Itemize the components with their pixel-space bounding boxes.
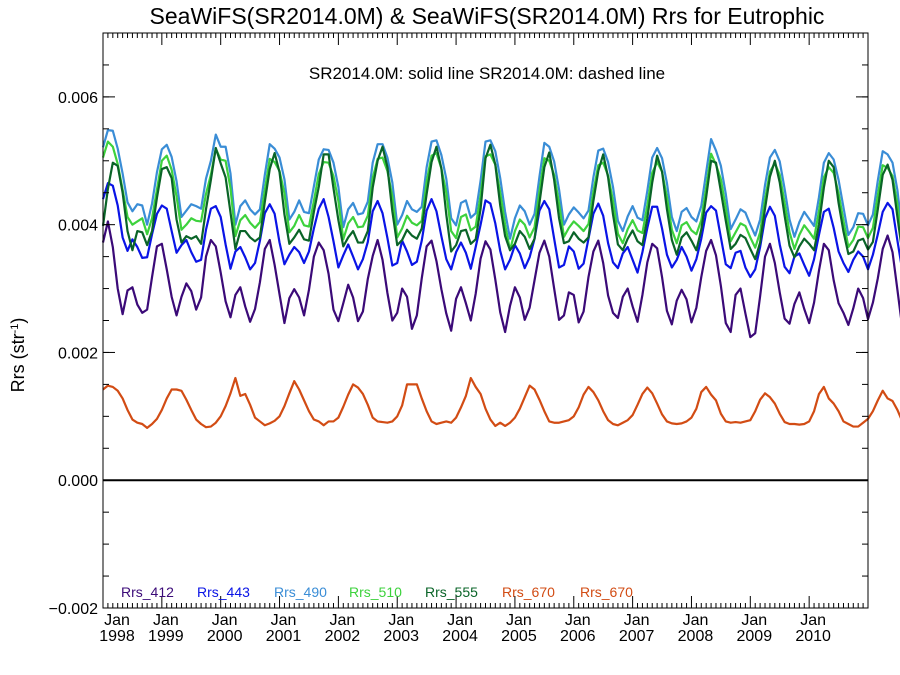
- x-tick-month-label: Jan: [565, 612, 591, 629]
- legend-entry-rrs-412: Rrs_412: [121, 584, 174, 600]
- x-tick-month-label: Jan: [683, 612, 709, 629]
- x-tick-year-label: 2003: [383, 628, 419, 645]
- legend-entry-rrs-555: Rrs_555: [425, 584, 478, 600]
- x-tick-month-label: Jan: [212, 612, 238, 629]
- x-tick-year-label: 1999: [148, 628, 184, 645]
- legend-entry-rrs-443: Rrs_443: [197, 584, 250, 600]
- x-tick-month-label: Jan: [271, 612, 297, 629]
- x-tick-month-label: Jan: [329, 612, 355, 629]
- x-tick-year-label: 2005: [501, 628, 537, 645]
- series-line-rrs-412-0: [101, 220, 900, 339]
- y-tick-label: 0.006: [58, 90, 98, 107]
- x-tick-year-label: 2009: [737, 628, 773, 645]
- x-tick-month-label: Jan: [153, 612, 179, 629]
- legend-entry-rrs-670: Rrs_670: [502, 584, 555, 600]
- y-axis-label-main: Rrs (str: [8, 333, 28, 392]
- plot-frame: [102, 32, 869, 609]
- y-axis-label-close: ): [8, 318, 28, 324]
- x-tick-month-label: Jan: [800, 612, 826, 629]
- legend-entry-rrs-670: Rrs_670: [580, 584, 633, 600]
- series-line-rrs-490-2: [101, 129, 900, 240]
- x-tick-month-label: Jan: [447, 612, 473, 629]
- y-axis-label: Rrs (str-1): [8, 318, 28, 393]
- x-tick-year-label: 1998: [99, 628, 135, 645]
- legend-entry-rrs-510: Rrs_510: [349, 584, 402, 600]
- x-tick-month-label: Jan: [388, 612, 414, 629]
- legend-entry-rrs-490: Rrs_490: [274, 584, 327, 600]
- axes-layer: −0.0020.0000.0020.0040.006Jan1998Jan1999…: [49, 32, 869, 645]
- chart-title: SeaWiFS(SR2014.0M) & SeaWiFS(SR2014.0M) …: [150, 3, 825, 29]
- y-axis-label-sup: -1: [9, 324, 21, 334]
- x-tick-month-label: Jan: [624, 612, 650, 629]
- y-tick-label: 0.002: [58, 345, 98, 362]
- x-tick-year-label: 2000: [207, 628, 243, 645]
- series-line-rrs-670-5: [102, 376, 900, 429]
- series-line-rrs-555-4: [101, 143, 900, 261]
- x-tick-month-label: Jan: [506, 612, 532, 629]
- y-tick-label: 0.000: [58, 473, 98, 490]
- x-tick-year-label: 2001: [266, 628, 302, 645]
- x-tick-year-label: 2006: [560, 628, 596, 645]
- x-tick-month-label: Jan: [104, 612, 130, 629]
- series-line-rrs-443-1: [101, 182, 900, 279]
- chart-subtitle: SR2014.0M: solid line SR2014.0M: dashed …: [309, 64, 665, 83]
- x-tick-year-label: 2004: [442, 628, 478, 645]
- series-layer: [101, 129, 900, 429]
- x-tick-year-label: 2002: [325, 628, 361, 645]
- x-tick-year-label: 2008: [678, 628, 714, 645]
- series-line-rrs-510-3: [101, 140, 900, 252]
- legend: Rrs_412 Rrs_443 Rrs_490 Rrs_510 Rrs_555 Rrs_6…: [121, 584, 633, 600]
- x-tick-year-label: 2010: [795, 628, 831, 645]
- y-tick-label: 0.004: [58, 218, 98, 235]
- x-tick-month-label: Jan: [741, 612, 767, 629]
- x-tick-year-label: 2007: [619, 628, 655, 645]
- y-tick-label: −0.002: [49, 601, 98, 618]
